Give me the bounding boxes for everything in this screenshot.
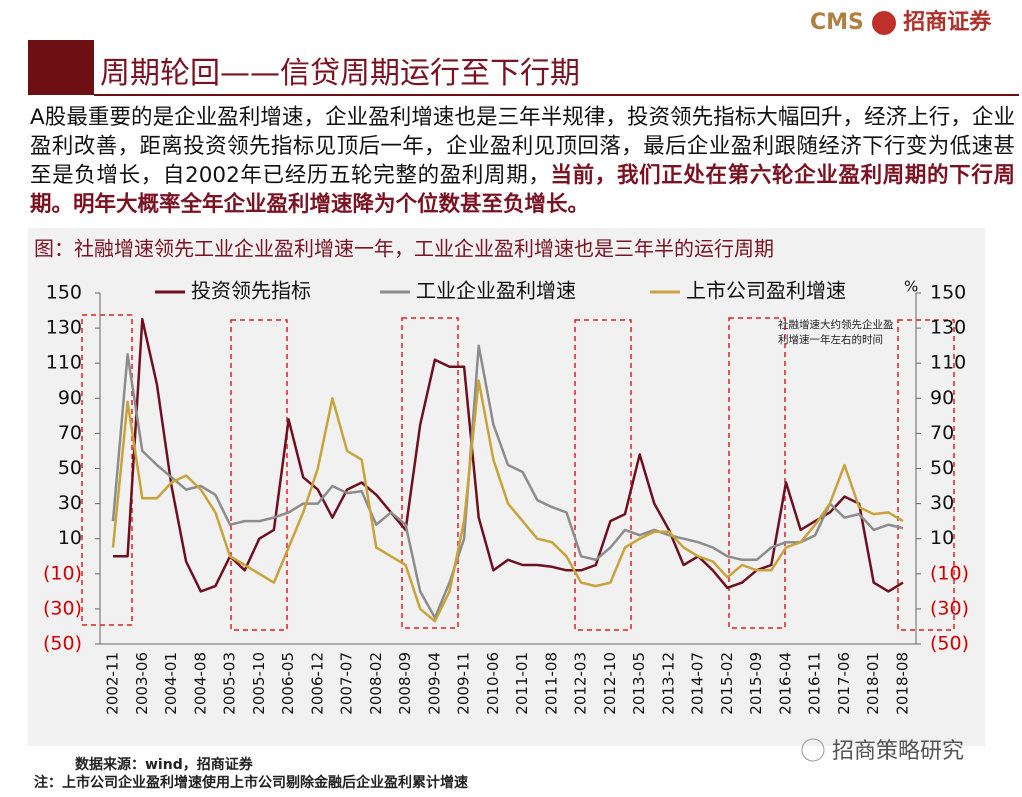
x-tick-label: 2012-10 <box>601 652 619 715</box>
y-tick-label: 50 <box>58 457 82 479</box>
y2-tick-label: 90 <box>930 387 954 409</box>
x-tick-label: 2011-08 <box>542 652 560 715</box>
x-tick-label: 2004-01 <box>162 652 180 715</box>
x-tick-label: 2012-03 <box>572 652 590 715</box>
x-tick-label: 2009-11 <box>455 652 473 715</box>
y2-tick-label: (50) <box>930 633 969 655</box>
series-line <box>111 344 904 619</box>
x-tick-label: 2016-04 <box>776 652 794 715</box>
y-tick-label: (30) <box>43 597 82 619</box>
y2-tick-label: 10 <box>930 527 954 549</box>
highlight-box <box>897 319 955 631</box>
x-tick-label: 2017-06 <box>835 652 853 715</box>
page-title: 周期轮回——信贷周期运行至下行期 <box>100 56 580 91</box>
legend-label: 上市公司盈利增速 <box>686 279 846 303</box>
x-tick-label: 2016-11 <box>806 652 824 715</box>
x-tick-label: 2015-02 <box>718 652 736 715</box>
y-tick-label: 150 <box>46 282 82 304</box>
annotation: 社融增速大约领先企业盈利增速一年左右的时间 <box>778 319 894 346</box>
y-tick-label: (50) <box>43 633 82 655</box>
x-tick-label: 2008-02 <box>367 652 385 715</box>
x-tick-label: 2006-05 <box>279 652 297 715</box>
y2-tick-label: 130 <box>930 317 966 339</box>
paragraph-text: A股最重要的是企业盈利增速，企业盈利增速也是三年半规律，投资领先指标大幅回升，经… <box>30 105 1015 188</box>
x-tick-label: 2013-12 <box>659 652 677 715</box>
logo-brand: CMS <box>810 10 864 35</box>
x-tick-label: 2014-07 <box>689 652 707 715</box>
x-tick-label: 2003-06 <box>133 652 151 715</box>
paragraph: A股最重要的是企业盈利增速，企业盈利增速也是三年半规律，投资领先指标大幅回升，经… <box>30 103 1015 219</box>
y-tick-label: (10) <box>43 562 82 584</box>
title-rule <box>94 94 1019 96</box>
y2-axis-label: % <box>904 278 918 296</box>
y-tick-label: 90 <box>58 387 82 409</box>
chart-background <box>28 228 985 746</box>
y2-tick-label: 50 <box>930 457 954 479</box>
x-tick-label: 2015-09 <box>747 652 765 715</box>
x-tick-label: 2018-01 <box>864 652 882 715</box>
x-tick-label: 2011-01 <box>513 652 531 715</box>
logo-mark <box>871 11 896 35</box>
paragraph-bold: 当前，我们正处在第六轮企业盈利周期的下行周期。明年大概率全年企业盈利增速降为个位… <box>30 163 1015 217</box>
y2-tick-label: 30 <box>930 492 954 514</box>
highlight-box <box>401 317 459 629</box>
x-tick-label: 2018-08 <box>894 652 912 715</box>
source: 数据来源：wind，招商证券 <box>75 756 254 773</box>
y-tick-label: 130 <box>46 317 82 339</box>
y-tick-label: 10 <box>58 527 82 549</box>
note: 注：上市公司企业盈利增速使用上市公司剔除金融后企业盈利累计增速 <box>34 774 468 791</box>
x-tick-label: 2009-04 <box>425 652 443 715</box>
x-tick-label: 2005-10 <box>250 652 268 715</box>
highlight-box <box>728 317 786 629</box>
y2-tick-label: (30) <box>930 597 969 619</box>
y-tick-label: 110 <box>46 352 82 374</box>
y2-tick-label: (10) <box>930 562 969 584</box>
watermark-icon <box>801 738 825 762</box>
y-tick-label: 30 <box>58 492 82 514</box>
x-tick-label: 2013-05 <box>630 652 648 715</box>
highlight-box <box>230 319 288 631</box>
y2-tick-label: 150 <box>930 282 966 304</box>
x-tick-label: 2005-03 <box>221 652 239 715</box>
y-tick-label: 70 <box>58 422 82 444</box>
x-tick-label: 2004-08 <box>191 652 209 715</box>
watermark: 招商策略研究 <box>832 739 964 764</box>
x-tick-label: 2008-09 <box>396 652 414 715</box>
x-tick-label: 2002-11 <box>104 652 122 715</box>
chart-title: 图：社融增速领先工业企业盈利增速一年，工业企业盈利增速也是三年半的运行周期 <box>34 237 774 261</box>
annotation-box: 社融增速大约领先企业盈利增速一年左右的时间 <box>778 319 894 346</box>
series-line <box>111 379 904 623</box>
x-tick-label: 2007-07 <box>338 652 356 715</box>
y2-tick-label: 70 <box>930 422 954 444</box>
x-tick-label: 2010-06 <box>484 652 502 715</box>
legend-label: 投资领先指标 <box>191 279 311 303</box>
series-line <box>113 318 904 593</box>
highlight-box <box>574 319 632 631</box>
logo-name: 招商证券 <box>903 10 992 35</box>
y2-tick-label: 110 <box>930 352 966 374</box>
title-block <box>28 40 94 95</box>
logo: CMS 招商证券 <box>810 4 991 36</box>
x-tick-label: 2006-12 <box>308 652 326 715</box>
highlight-boxes <box>81 314 955 631</box>
legend-label: 工业企业盈利增速 <box>416 279 576 303</box>
